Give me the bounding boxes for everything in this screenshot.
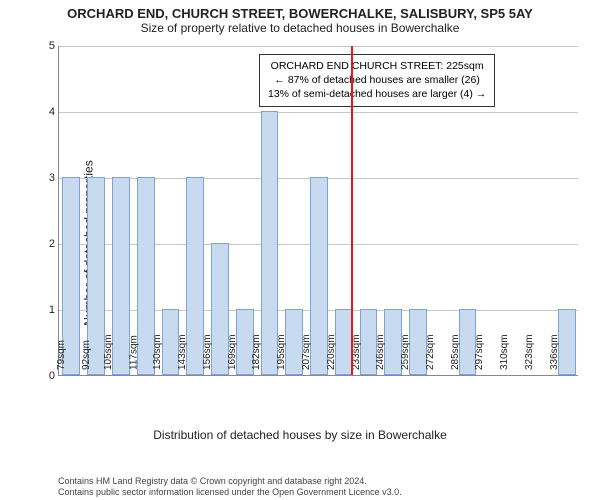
- x-tick: 285sqm: [450, 334, 461, 370]
- x-tick: 246sqm: [375, 334, 386, 370]
- y-tick: 1: [37, 304, 55, 316]
- x-tick: 310sqm: [499, 334, 510, 370]
- x-tick: 207sqm: [301, 334, 312, 370]
- legend-line-2: ← 87% of detached houses are smaller (26…: [268, 73, 486, 87]
- x-tick: 143sqm: [177, 334, 188, 370]
- x-tick: 156sqm: [202, 334, 213, 370]
- x-tick: 220sqm: [326, 334, 337, 370]
- x-tick: 79sqm: [56, 340, 67, 370]
- x-tick: 195sqm: [276, 334, 287, 370]
- x-tick: 297sqm: [475, 334, 486, 370]
- legend-line-1: ORCHARD END CHURCH STREET: 225sqm: [268, 59, 486, 73]
- x-tick: 323sqm: [524, 334, 535, 370]
- bar: [558, 309, 576, 375]
- footer-line-2: Contains public sector information licen…: [58, 487, 402, 498]
- x-tick: 259sqm: [400, 334, 411, 370]
- gridline: [59, 112, 578, 113]
- chart-subtitle: Size of property relative to detached ho…: [0, 21, 600, 35]
- y-tick: 2: [37, 238, 55, 250]
- gridline: [59, 46, 578, 47]
- chart-footer: Contains HM Land Registry data © Crown c…: [58, 476, 402, 499]
- x-tick: 182sqm: [252, 334, 263, 370]
- x-tick: 105sqm: [103, 334, 114, 370]
- x-tick: 130sqm: [153, 334, 164, 370]
- x-tick: 117sqm: [128, 335, 139, 370]
- plot-area: ORCHARD END CHURCH STREET: 225sqm ← 87% …: [58, 46, 578, 376]
- marker-line: [351, 46, 353, 375]
- bar: [335, 309, 353, 375]
- bar: [211, 243, 229, 375]
- chart-legend: ORCHARD END CHURCH STREET: 225sqm ← 87% …: [259, 54, 495, 107]
- y-tick: 5: [37, 40, 55, 52]
- bar: [112, 177, 130, 375]
- y-tick: 4: [37, 106, 55, 118]
- x-axis-label: Distribution of detached houses by size …: [0, 428, 600, 442]
- x-tick: 272sqm: [425, 334, 436, 370]
- x-tick: 336sqm: [549, 334, 560, 370]
- chart-title: ORCHARD END, CHURCH STREET, BOWERCHALKE,…: [0, 0, 600, 21]
- chart-area: Number of detached properties ORCHARD EN…: [0, 38, 600, 448]
- y-tick: 0: [37, 370, 55, 382]
- y-tick: 3: [37, 172, 55, 184]
- footer-line-1: Contains HM Land Registry data © Crown c…: [58, 476, 402, 487]
- x-tick: 92sqm: [81, 340, 92, 370]
- legend-line-3: 13% of semi-detached houses are larger (…: [268, 87, 486, 101]
- x-tick: 169sqm: [227, 334, 238, 370]
